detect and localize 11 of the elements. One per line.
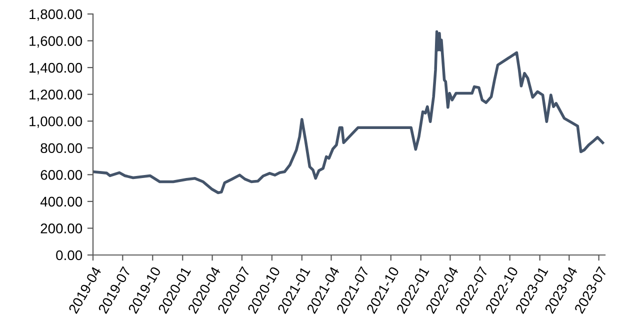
y-tick-label: 1,800.00 [30, 9, 82, 21]
y-tick-label: 800.00 [40, 143, 82, 154]
y-tick-label: 600.00 [40, 170, 82, 180]
line-series [93, 30, 604, 194]
y-tick-label: 1,200.00 [30, 90, 82, 102]
y-tick-label: 400.00 [40, 196, 82, 207]
y-tick-label: 1,600.00 [30, 36, 82, 48]
y-tick-label: 1,000.00 [30, 116, 82, 128]
y-tick-label: 200.00 [40, 224, 82, 234]
y-tick-label: 0.00 [56, 250, 82, 260]
y-tick-label: 1,400.00 [30, 62, 82, 74]
